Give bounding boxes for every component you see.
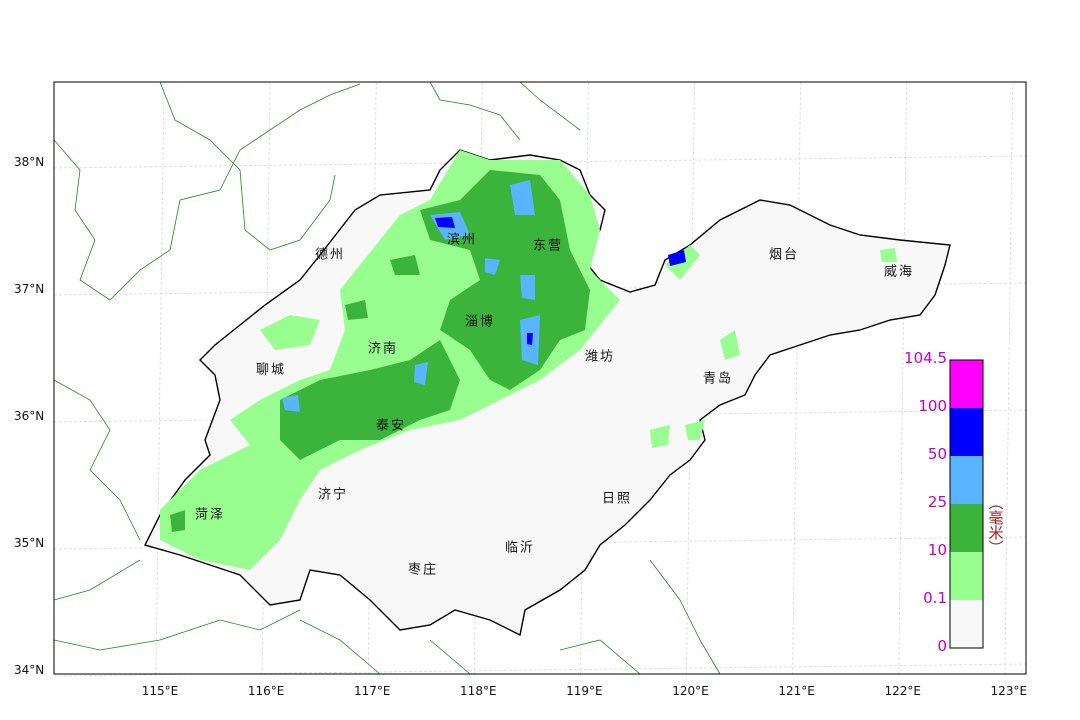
lon-tick-label: 117°E: [353, 684, 391, 698]
city-label: 烟台: [768, 247, 800, 263]
lon-tick-label: 123°E: [990, 684, 1028, 698]
colorbar-label: 0: [937, 637, 947, 655]
colorbar-label: 0.1: [923, 589, 947, 607]
lon-tick-label: 116°E: [247, 684, 285, 698]
meridian-line: [792, 81, 801, 675]
neighbor-county-borders: [53, 81, 721, 675]
city-label: 潍坊: [584, 349, 616, 365]
city-label: 青岛: [702, 371, 734, 387]
colorbar-label: 50: [927, 445, 947, 463]
lon-tick-label: 118°E: [460, 684, 497, 698]
map-frame: [53, 81, 1027, 675]
colorbar-segment: [950, 600, 983, 648]
city-label: 滨州: [446, 232, 478, 248]
lat-tick-label: 36°N: [14, 409, 45, 423]
colorbar-unit: （毫米）: [986, 495, 1005, 555]
colorbar-segment: [950, 552, 983, 600]
lat-tick-label: 34°N: [14, 663, 45, 677]
colorbar-label: 25: [927, 493, 947, 511]
city-label: 聊城: [255, 362, 287, 378]
colorbar-label: 100: [918, 397, 947, 415]
lon-tick-label: 119°E: [566, 684, 603, 698]
city-label: 菏泽: [194, 507, 226, 523]
city-label: 泰安: [375, 418, 407, 434]
meridian-line: [1004, 81, 1014, 675]
colorbar-segment: [950, 360, 983, 408]
city-label: 枣庄: [407, 562, 439, 578]
lon-tick-label: 115°E: [141, 684, 179, 698]
lon-tick-label: 121°E: [778, 684, 815, 698]
lat-tick-label: 35°N: [14, 536, 45, 550]
colorbar-frame: [949, 359, 984, 649]
colorbar-label: 10: [927, 541, 947, 559]
colorbar-segment: [950, 504, 983, 552]
meridian-line: [898, 81, 908, 675]
colorbar-segment: [950, 456, 983, 504]
city-label: 东营: [532, 238, 564, 254]
colorbar: [949, 359, 984, 649]
lon-tick-label: 120°E: [672, 684, 709, 698]
city-label: 临沂: [504, 540, 536, 556]
meridian-line: [155, 81, 165, 675]
colorbar-label: 104.5: [904, 349, 947, 367]
shandong-province-outline: [143, 149, 951, 637]
city-label: 德州: [314, 247, 346, 263]
city-label: 淄博: [464, 314, 496, 330]
city-label: 威海: [883, 264, 915, 280]
lat-tick-label: 37°N: [14, 282, 45, 296]
lon-tick-label: 122°E: [884, 684, 921, 698]
rainfall-very-heavy: [435, 217, 686, 345]
lat-tick-label: 38°N: [14, 155, 45, 169]
city-label: 济宁: [317, 487, 349, 503]
colorbar-segment: [950, 408, 983, 456]
city-label: 日照: [601, 491, 633, 507]
city-label: 济南: [367, 341, 399, 357]
